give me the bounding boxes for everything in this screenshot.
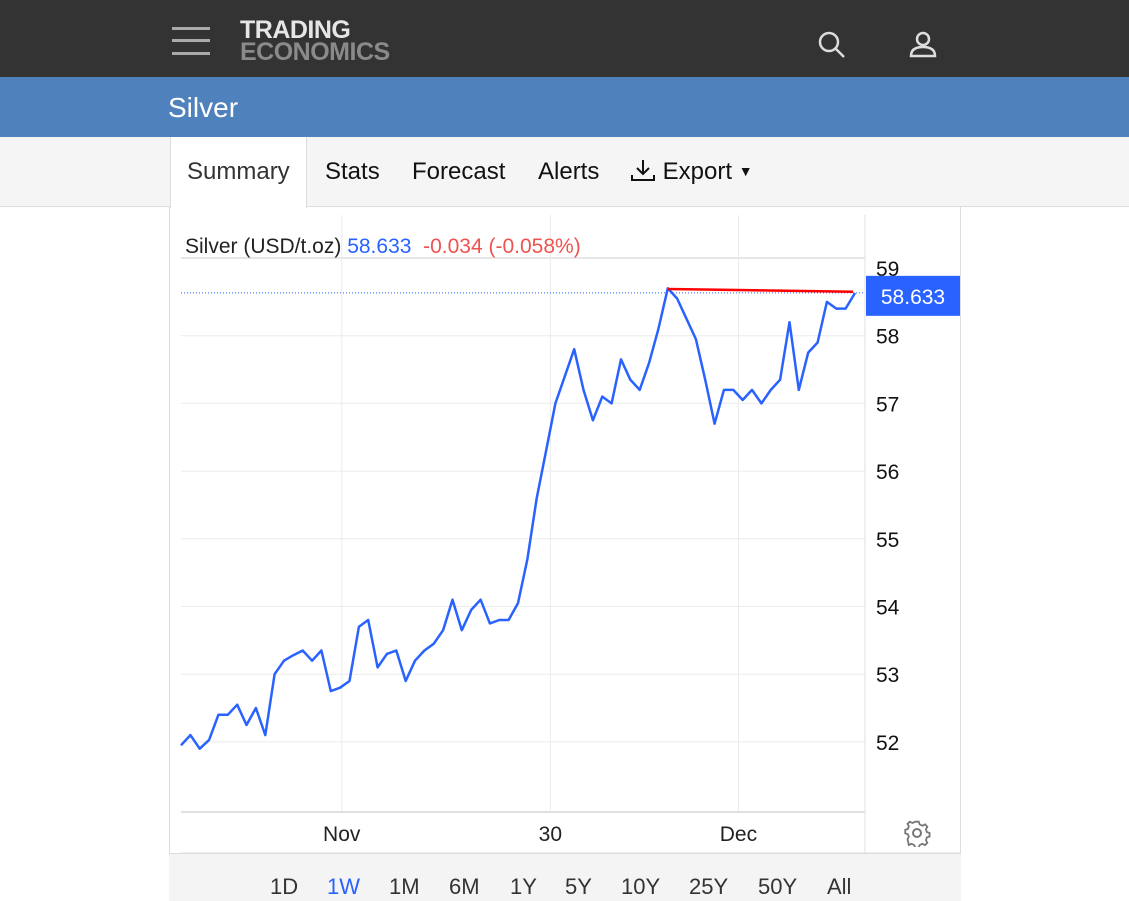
range-10y[interactable]: 10Y xyxy=(621,874,661,899)
chart-legend: Silver (USD/t.oz) 58.633 -0.034 (-0.058%… xyxy=(185,235,581,259)
range-6m[interactable]: 6M xyxy=(449,874,480,899)
y-tick-label: 56 xyxy=(876,461,899,484)
tab-forecast[interactable]: Forecast xyxy=(412,158,506,185)
tab-alerts[interactable]: Alerts xyxy=(538,158,600,185)
y-tick-label: 59 xyxy=(876,258,899,281)
legend-change: -0.034 (-0.058%) xyxy=(423,235,581,258)
hamburger-icon[interactable] xyxy=(172,27,210,55)
top-bar: TRADING ECONOMICS xyxy=(0,0,1129,77)
tab-summary[interactable]: Summary xyxy=(170,137,307,208)
last-price-label: 58.633 xyxy=(881,286,945,309)
y-tick-label: 58 xyxy=(876,326,899,349)
download-icon xyxy=(631,160,655,181)
tab-stats[interactable]: Stats xyxy=(325,158,380,185)
range-selector: 1D 1W 1M 6M 1Y 5Y 10Y 25Y 50Y All xyxy=(169,853,961,901)
y-tick-label: 57 xyxy=(876,393,899,416)
user-icon[interactable] xyxy=(908,29,938,59)
tab-export[interactable]: Export ▼ xyxy=(630,137,753,207)
x-tick-label: 30 xyxy=(539,823,562,846)
last-price-badge xyxy=(866,275,960,316)
range-50y[interactable]: 50Y xyxy=(758,874,798,899)
trendline-annotation xyxy=(667,287,854,293)
range-all[interactable]: All xyxy=(827,874,852,899)
range-5y[interactable]: 5Y xyxy=(565,874,592,899)
gear-icon[interactable] xyxy=(903,819,931,847)
series-line-silver xyxy=(180,287,857,750)
y-tick-label: 54 xyxy=(876,597,900,620)
range-1m[interactable]: 1M xyxy=(389,874,420,899)
x-tick-label: Dec xyxy=(720,823,757,846)
y-tick-label: 52 xyxy=(876,732,899,755)
tab-bar: Summary Stats Forecast Alerts Export ▼ xyxy=(0,137,1129,208)
y-tick-label: 53 xyxy=(876,664,899,687)
page-title: Silver xyxy=(168,92,239,123)
range-1y[interactable]: 1Y xyxy=(510,874,537,899)
caret-down-icon: ▼ xyxy=(738,163,753,179)
y-tick-label: 55 xyxy=(876,529,899,552)
logo[interactable]: TRADING ECONOMICS xyxy=(240,16,390,66)
title-bar: Silver xyxy=(0,77,1129,137)
legend-price: 58.633 xyxy=(347,235,412,258)
x-tick-label: Nov xyxy=(323,823,361,846)
export-label: Export xyxy=(662,158,733,185)
legend-name: Silver (USD/t.oz) xyxy=(185,235,342,258)
search-icon[interactable] xyxy=(817,30,847,60)
range-25y[interactable]: 25Y xyxy=(689,874,729,899)
range-1w[interactable]: 1W xyxy=(327,874,360,899)
range-1d[interactable]: 1D xyxy=(270,874,299,899)
chart-panel xyxy=(169,207,961,901)
